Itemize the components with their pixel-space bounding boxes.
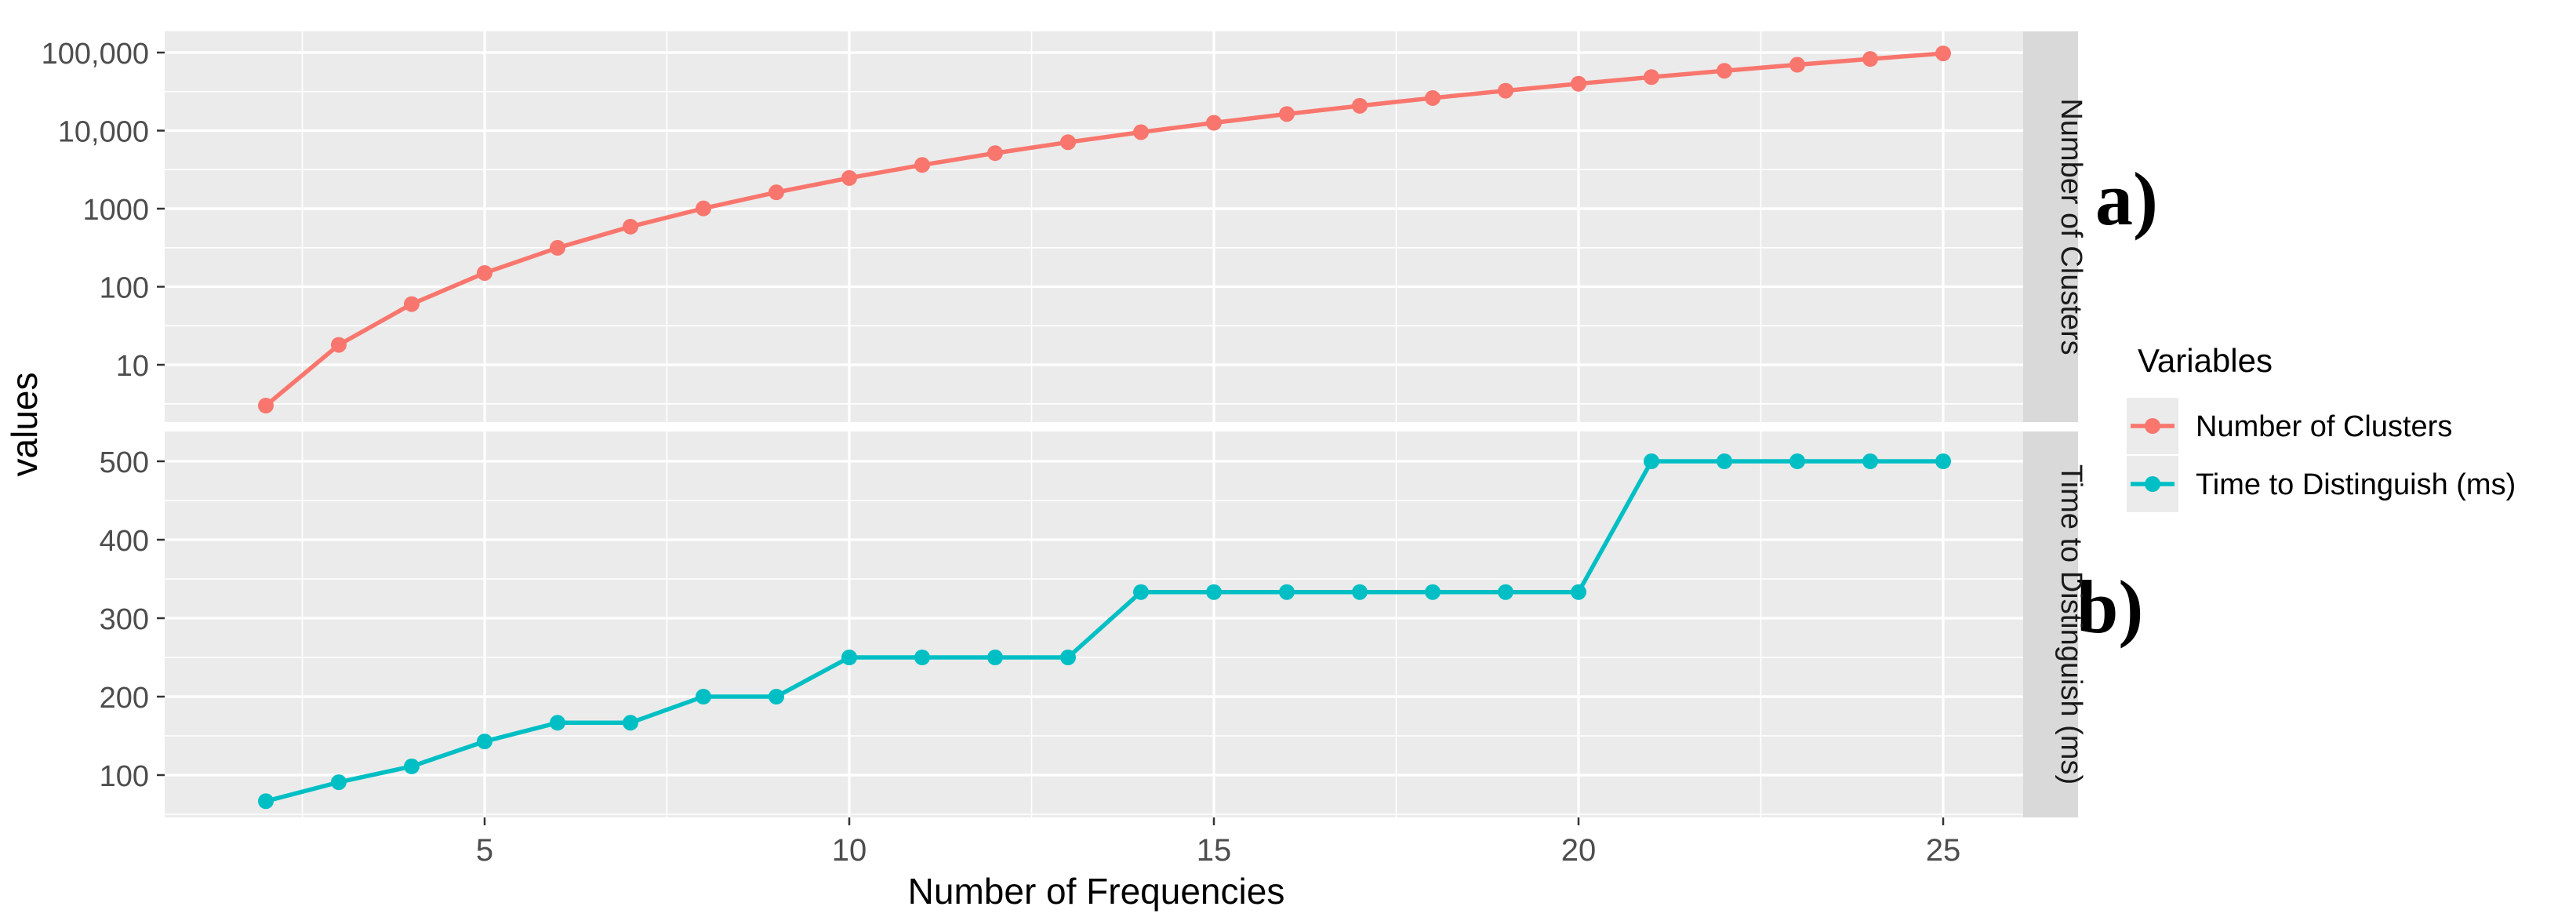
data-point <box>1571 75 1586 92</box>
x-axis-title: Number of Frequencies <box>908 871 1285 912</box>
data-point <box>331 337 347 353</box>
data-point <box>987 650 1003 665</box>
data-point <box>1862 51 1878 67</box>
facet-strip <box>2023 431 2078 817</box>
y-tick-label: 400 <box>100 525 149 558</box>
data-point <box>914 650 930 665</box>
data-point <box>1571 584 1586 600</box>
x-tick-label: 15 <box>1197 833 1232 868</box>
y-tick-label: 100 <box>100 272 149 305</box>
data-point <box>404 758 420 774</box>
y-tick-label: 300 <box>100 603 149 636</box>
data-point <box>1425 584 1441 600</box>
data-point <box>550 239 565 256</box>
data-point <box>258 398 274 414</box>
data-point <box>841 650 857 665</box>
data-point <box>696 200 711 217</box>
data-point <box>1935 46 1951 62</box>
data-point <box>623 218 638 235</box>
data-point <box>696 689 711 704</box>
data-point <box>1352 97 1368 114</box>
data-point <box>550 715 565 731</box>
data-point <box>404 296 420 312</box>
legend-entry-label: Number of Clusters <box>2196 410 2452 443</box>
data-point <box>914 157 930 173</box>
legend-key-point <box>2145 418 2160 434</box>
data-point <box>1935 453 1951 469</box>
data-point <box>1060 650 1076 665</box>
data-point <box>1425 89 1441 106</box>
data-point <box>987 145 1003 162</box>
data-point <box>1717 63 1732 79</box>
panel-b-annotation: b) <box>2076 565 2143 649</box>
data-point <box>258 793 274 810</box>
data-point <box>1789 453 1805 469</box>
data-point <box>1206 115 1222 131</box>
y-tick-label: 10,000 <box>58 116 149 149</box>
facet-strip <box>2023 31 2078 422</box>
data-point <box>1133 124 1149 140</box>
data-point <box>1498 584 1513 600</box>
facet-strip-a-label: Number of Clusters <box>2055 98 2087 355</box>
data-point <box>1133 584 1149 600</box>
data-point <box>1789 56 1805 73</box>
data-point <box>841 169 857 186</box>
data-point <box>1206 584 1222 600</box>
y-tick-label: 100 <box>100 760 149 793</box>
data-point <box>1498 82 1513 99</box>
y-tick-label: 1000 <box>82 194 149 227</box>
y-axis-title: values <box>4 373 45 477</box>
x-tick-label: 20 <box>1561 833 1597 868</box>
data-point <box>1060 134 1076 151</box>
y-tick-label: 200 <box>100 682 149 715</box>
data-point <box>768 184 784 201</box>
data-point <box>1644 453 1659 469</box>
y-tick-label: 10 <box>116 350 149 383</box>
data-point <box>1644 69 1659 86</box>
panel-a-annotation: a) <box>2095 157 2158 241</box>
series-line <box>265 459 1943 803</box>
legend-entry-label: Time to Distinguish (ms) <box>2196 468 2516 501</box>
data-point <box>1352 584 1368 600</box>
data-point <box>1717 453 1732 469</box>
y-tick-label: 100,000 <box>42 38 149 71</box>
panel-background <box>165 431 2023 817</box>
data-point <box>1279 584 1295 600</box>
legend-title: Variables <box>2138 342 2273 379</box>
series-line <box>264 51 1944 408</box>
data-point <box>768 689 784 704</box>
data-point <box>477 734 492 750</box>
panel-background <box>165 31 2023 422</box>
x-tick-label: 5 <box>476 833 493 868</box>
x-tick-label: 10 <box>832 833 867 868</box>
data-point <box>477 264 492 281</box>
data-point <box>1862 453 1878 469</box>
x-tick-label: 25 <box>1926 833 1961 868</box>
data-point <box>1279 106 1295 122</box>
legend-key-point <box>2145 476 2160 492</box>
data-point <box>623 715 638 731</box>
facet-strip-b-label: Time to Distinguish (ms) <box>2055 464 2087 784</box>
data-point <box>331 774 347 791</box>
y-tick-label: 500 <box>100 446 149 479</box>
